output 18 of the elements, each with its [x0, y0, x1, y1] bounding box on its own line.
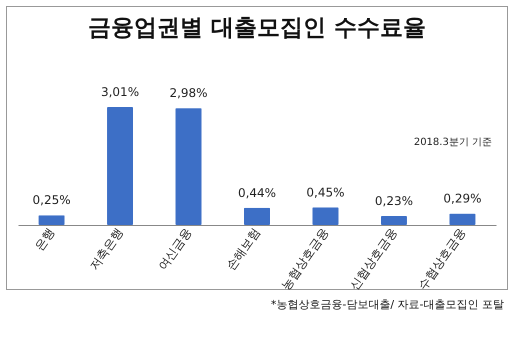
bar: [244, 208, 270, 225]
bar: [449, 214, 476, 225]
text: *농협상호금융-담보대출/ 자료-대출모집인 포탈: [270, 297, 504, 312]
annotation: 2018.3분기 기준: [414, 136, 492, 149]
bar: [38, 215, 65, 225]
bar: [312, 207, 338, 225]
bar: [380, 216, 407, 225]
data-label: 0,25%: [32, 193, 71, 208]
data-label: 2,98%: [169, 86, 208, 100]
data-label: 0,44%: [238, 186, 276, 200]
data-label: 0,23%: [374, 194, 414, 208]
chart-title: 금융업권별 대출모집인 수수료율: [86, 14, 427, 43]
bar: [107, 107, 134, 225]
data-label: 0,45%: [306, 185, 345, 200]
x-tick-label: 은행: [32, 225, 58, 254]
data-label: 3,01%: [100, 85, 140, 99]
data-label: 0,29%: [443, 192, 482, 206]
bar: [176, 108, 202, 225]
